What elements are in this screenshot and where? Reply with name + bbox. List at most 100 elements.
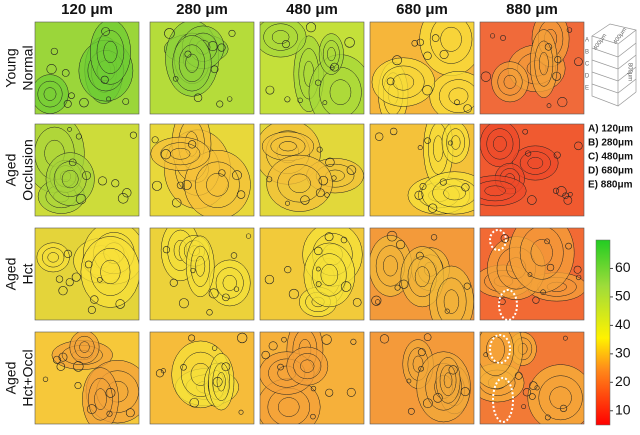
contour-spot (423, 333, 432, 342)
contour-spot (87, 305, 96, 314)
contour-spot (68, 92, 75, 99)
contour-line (538, 375, 583, 421)
contour-line (82, 367, 119, 424)
map-border (34, 227, 140, 321)
contour-line (529, 29, 558, 98)
contour-spot (178, 298, 189, 309)
contour-spot (221, 362, 231, 372)
column-header: 280 μm (176, 1, 228, 18)
contour-line (439, 79, 474, 114)
map-region (186, 235, 215, 297)
contour-spot (386, 230, 398, 242)
map-contours (160, 228, 252, 316)
contour-spot (98, 176, 108, 186)
contour-spot (415, 251, 424, 260)
contour-line (480, 332, 523, 389)
contour-spot (210, 65, 219, 74)
contour-spot (90, 295, 99, 304)
cube-letter: B (585, 50, 589, 56)
contour-map (149, 21, 255, 115)
contour-line (519, 151, 551, 175)
map-region (36, 242, 70, 272)
contour-line (69, 332, 100, 364)
contour-spot (82, 171, 91, 180)
contour-map (34, 227, 140, 321)
contour-line (436, 277, 467, 320)
contour-line (288, 173, 311, 193)
contour-spot (562, 335, 568, 341)
contour-line (277, 164, 322, 203)
contour-spot (346, 165, 357, 175)
contour-line (441, 124, 470, 164)
contour-line (263, 23, 298, 51)
contour-line (416, 351, 471, 423)
map-region (184, 150, 251, 216)
contour-spot (340, 281, 352, 292)
cube-diagram (591, 23, 637, 107)
contour-spot (67, 127, 72, 132)
contour-spot (63, 249, 73, 259)
column-header: 120 μm (61, 1, 113, 18)
contour-spot (305, 22, 317, 33)
contour-line (195, 255, 206, 277)
contour-spot (566, 27, 573, 33)
contour-spot (233, 286, 240, 292)
contour-map (149, 227, 255, 321)
contour-map (259, 123, 365, 217)
contour-spot (559, 404, 568, 413)
cube-letter: D (585, 74, 590, 80)
contour-line (74, 335, 95, 359)
contour-line (79, 341, 90, 353)
contour-spot (281, 336, 287, 343)
contour-spot (58, 352, 68, 362)
contour-spot (46, 64, 57, 75)
contour-line (208, 353, 235, 411)
map-contours (480, 22, 583, 109)
contour-line (527, 364, 584, 424)
contour-line (549, 386, 572, 410)
contour-line (512, 145, 559, 181)
map-contours (480, 124, 583, 207)
contour-spot (389, 127, 398, 136)
contour-spot (55, 275, 64, 283)
map-region (509, 228, 575, 293)
contour-line (371, 57, 436, 107)
map-border (479, 123, 585, 217)
contour-spot (532, 296, 540, 304)
contour-line (534, 40, 554, 87)
map-border (34, 123, 140, 217)
contour-spot (300, 195, 310, 205)
cube-label: 800μm (626, 63, 632, 81)
contour-line (47, 252, 59, 263)
contour-line (270, 136, 306, 157)
contour-spot (340, 236, 348, 244)
contour-line (446, 128, 466, 157)
contour-spot (227, 96, 233, 102)
contour-line (150, 136, 211, 171)
colorbar-tick-label: 20 (615, 373, 631, 389)
contour-spot (565, 242, 572, 250)
contour-line (96, 30, 125, 74)
contour-line (90, 248, 131, 296)
contour-spot (73, 361, 84, 372)
contour-spot (184, 50, 192, 58)
contour-spot (188, 140, 197, 149)
contour-spot (100, 75, 109, 84)
contour-spot (527, 272, 533, 277)
contour-line (160, 142, 201, 166)
contour-spot (522, 128, 529, 135)
contour-spot (264, 274, 275, 285)
colorbar-tick-label: 30 (615, 345, 631, 361)
row-label: Aged (3, 154, 19, 187)
contour-spot (63, 99, 72, 108)
contour-spot (115, 299, 125, 309)
contour-spot (152, 180, 163, 191)
contour-spot (106, 96, 112, 102)
contour-line (491, 61, 529, 103)
cube-label: 400μm (593, 33, 609, 52)
contour-spot (237, 332, 248, 344)
contour-spot (544, 43, 553, 51)
contour-line (88, 377, 113, 421)
contour-line (286, 346, 329, 386)
contour-line (37, 80, 63, 108)
